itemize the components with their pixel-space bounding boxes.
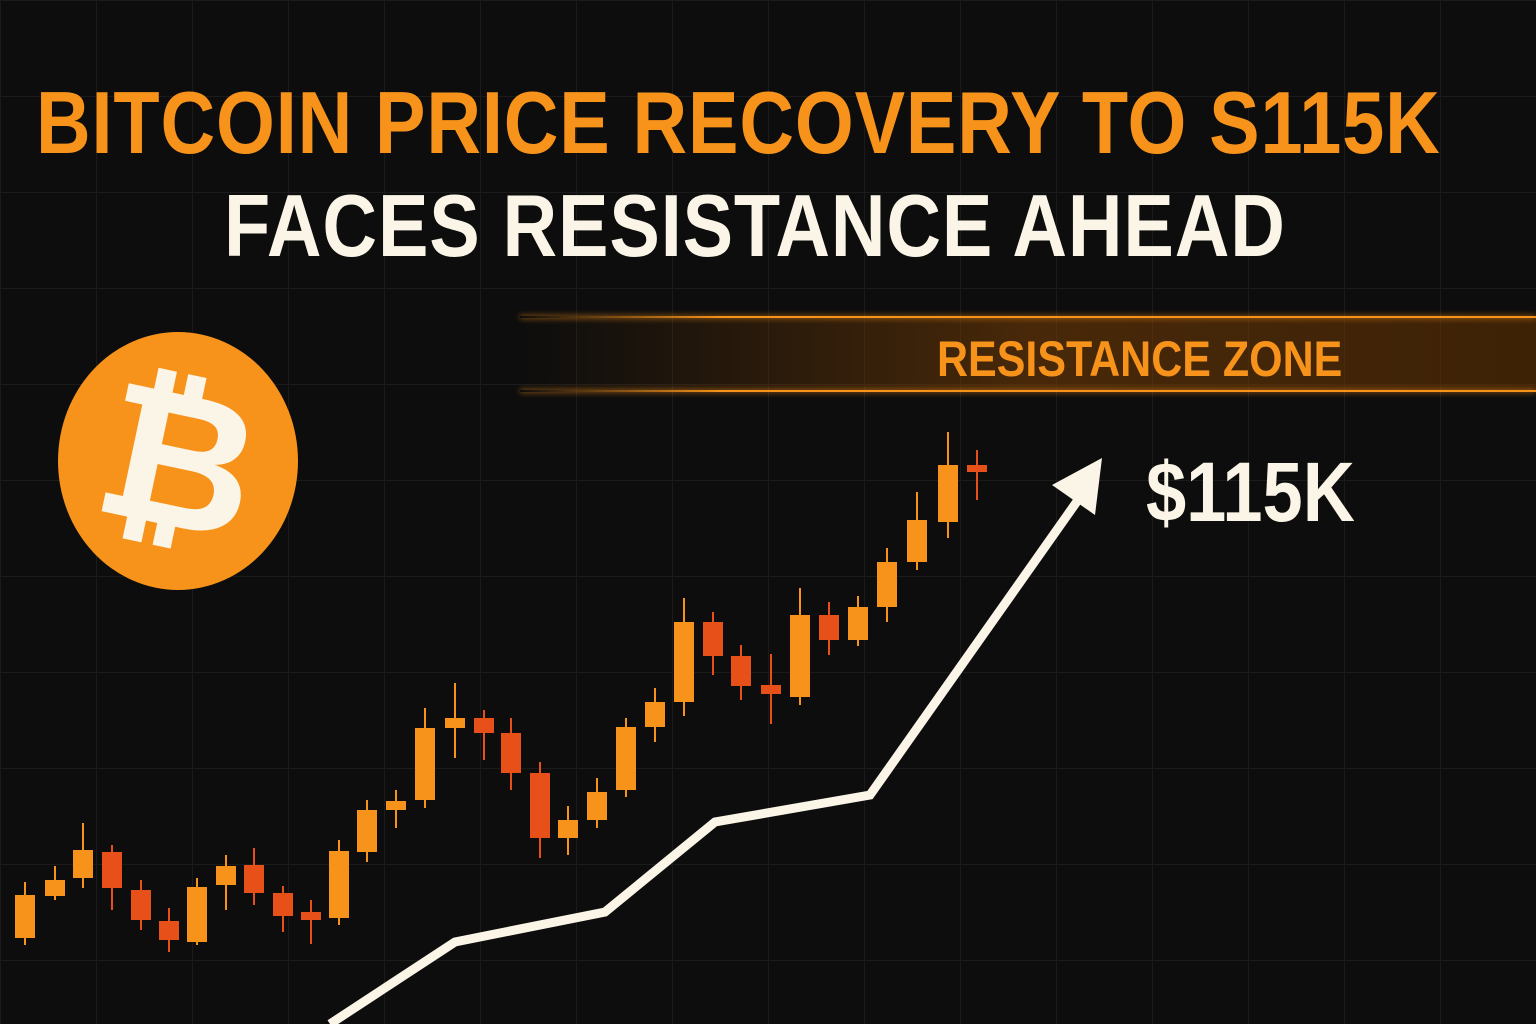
candle bbox=[445, 683, 465, 758]
candle bbox=[73, 823, 93, 888]
candle-body bbox=[301, 912, 321, 920]
candle bbox=[848, 596, 868, 646]
candle-body bbox=[938, 465, 958, 522]
candle bbox=[907, 492, 927, 570]
candle bbox=[273, 886, 293, 932]
candle bbox=[15, 882, 35, 945]
candle-body bbox=[474, 718, 494, 733]
price-target-label: $115K bbox=[1146, 445, 1355, 539]
candle bbox=[645, 688, 665, 742]
trend-arrow-line bbox=[327, 497, 1082, 1024]
candle bbox=[703, 612, 723, 675]
candle-body bbox=[329, 851, 349, 918]
headline-line1: BITCOIN PRICE RECOVERY TO S115K bbox=[36, 73, 1441, 172]
candle-body bbox=[45, 880, 65, 896]
candle bbox=[102, 845, 122, 910]
candle-body bbox=[731, 656, 751, 686]
candle bbox=[674, 598, 694, 716]
candle-body bbox=[790, 615, 810, 697]
candle bbox=[474, 710, 494, 760]
bitcoin-logo-icon: ₿ bbox=[58, 332, 298, 590]
candle bbox=[530, 762, 550, 858]
candle bbox=[329, 840, 349, 925]
candle-body bbox=[877, 562, 897, 607]
candle bbox=[45, 866, 65, 900]
candle-body bbox=[530, 773, 550, 838]
candle-body bbox=[501, 733, 521, 773]
candle bbox=[187, 878, 207, 945]
candle bbox=[244, 848, 264, 905]
candle bbox=[386, 790, 406, 828]
candle-body bbox=[187, 887, 207, 942]
candle-body bbox=[674, 622, 694, 702]
arrow-head-icon bbox=[1052, 458, 1102, 515]
candle-body bbox=[645, 702, 665, 727]
candle-body bbox=[819, 615, 839, 640]
candle bbox=[587, 778, 607, 828]
candle bbox=[967, 450, 987, 500]
candle bbox=[938, 432, 958, 538]
candle bbox=[761, 654, 781, 724]
candle-body bbox=[73, 850, 93, 878]
candle-body bbox=[131, 890, 151, 920]
candle bbox=[131, 880, 151, 930]
candle-body bbox=[848, 607, 868, 640]
candle-body bbox=[216, 866, 236, 885]
resistance-zone-label: RESISTANCE ZONE bbox=[936, 331, 1342, 387]
candle-body bbox=[415, 728, 435, 800]
candle-body bbox=[761, 685, 781, 694]
candle-body bbox=[273, 893, 293, 916]
candle bbox=[731, 645, 751, 700]
candle-body bbox=[445, 718, 465, 728]
candle bbox=[301, 900, 321, 944]
candle-body bbox=[15, 895, 35, 938]
candle-body bbox=[587, 792, 607, 820]
candle bbox=[216, 855, 236, 910]
candle-body bbox=[102, 852, 122, 888]
headline-line2: FACES RESISTANCE AHEAD bbox=[224, 176, 1286, 275]
resistance-zone-band: RESISTANCE ZONE bbox=[520, 316, 1536, 392]
candle bbox=[501, 718, 521, 790]
candle-body bbox=[907, 520, 927, 562]
candle-body bbox=[967, 465, 987, 472]
candle bbox=[790, 588, 810, 705]
candle-body bbox=[703, 622, 723, 656]
candle bbox=[877, 548, 897, 622]
candle-body bbox=[616, 727, 636, 790]
candle-body bbox=[159, 921, 179, 940]
candle-body bbox=[386, 801, 406, 810]
candle bbox=[357, 800, 377, 862]
candle-body bbox=[357, 810, 377, 852]
candle bbox=[819, 602, 839, 655]
candle bbox=[415, 708, 435, 808]
candle-body bbox=[244, 865, 264, 893]
candle bbox=[558, 806, 578, 855]
candle bbox=[159, 908, 179, 952]
candle bbox=[616, 718, 636, 797]
candle-body bbox=[558, 820, 578, 838]
